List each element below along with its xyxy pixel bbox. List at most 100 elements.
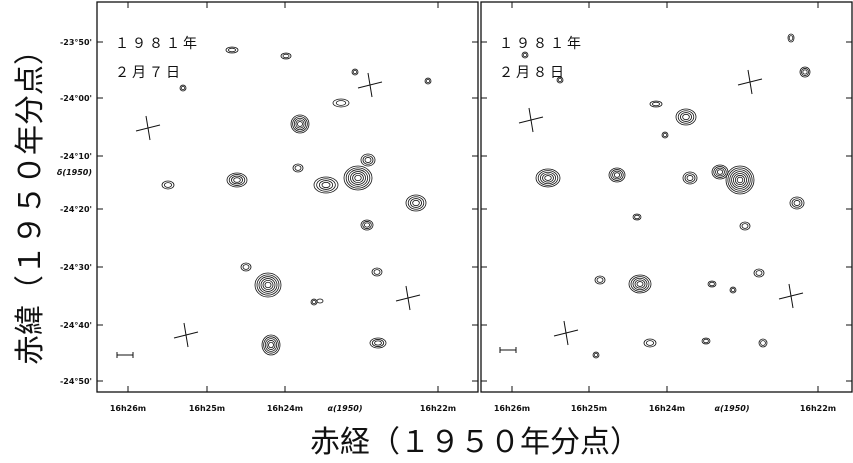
- contour: [646, 340, 655, 346]
- x-tick-label: 16h25m: [189, 404, 225, 413]
- contour: [318, 180, 334, 190]
- contour: [684, 173, 696, 183]
- contour: [352, 172, 364, 184]
- contour: [793, 200, 801, 206]
- contour: [407, 196, 425, 210]
- cross-mark: [563, 320, 569, 346]
- contour: [233, 177, 241, 183]
- contour: [727, 167, 753, 193]
- contour: [707, 280, 717, 288]
- contour: [753, 268, 765, 278]
- contour: [632, 213, 642, 221]
- contour: [755, 270, 763, 276]
- contour: [593, 352, 599, 358]
- contour: [652, 101, 661, 107]
- x-tick-label: α(1950): [327, 404, 362, 413]
- contour: [711, 164, 729, 180]
- panel-date: ２月８日: [499, 65, 567, 81]
- contour: [335, 100, 347, 106]
- contour: [290, 114, 310, 134]
- contour: [539, 171, 557, 185]
- contour: [682, 113, 690, 121]
- contour: [634, 214, 640, 220]
- contour: [347, 169, 369, 187]
- contour: [374, 340, 382, 346]
- contour: [351, 68, 359, 76]
- contour: [263, 336, 279, 354]
- x-tick-label: 16h26m: [110, 404, 146, 413]
- cross-mark: [405, 285, 411, 311]
- cross-mark: [747, 69, 753, 95]
- contour: [643, 338, 657, 348]
- contour: [225, 46, 239, 54]
- cross-mark: [183, 322, 189, 348]
- contour: [729, 169, 751, 191]
- contour: [180, 85, 186, 91]
- contour: [649, 100, 663, 108]
- contour: [261, 334, 281, 356]
- contour: [557, 77, 563, 83]
- contour: [791, 198, 803, 208]
- panel-date: ２月７日: [115, 65, 183, 81]
- contour: [262, 279, 274, 291]
- contour: [630, 276, 650, 292]
- contour: [264, 281, 272, 289]
- contour: [295, 119, 305, 129]
- contour: [613, 172, 621, 178]
- contour: [254, 272, 282, 298]
- contour: [713, 166, 727, 178]
- contour: [369, 337, 387, 349]
- contour: [332, 98, 350, 108]
- contour: [282, 53, 290, 59]
- contour: [789, 196, 805, 210]
- contour: [364, 222, 370, 228]
- contour: [612, 170, 622, 180]
- contour: [343, 165, 373, 191]
- contour: [316, 178, 336, 192]
- x-axis-label: 赤経（１９５０年分点）: [310, 425, 640, 460]
- contour: [424, 77, 432, 85]
- y-tick-label: -24°00': [60, 94, 92, 103]
- contour: [405, 194, 427, 212]
- contour: [682, 171, 698, 185]
- contour: [734, 174, 746, 186]
- contour: [352, 69, 358, 75]
- contour: [628, 274, 652, 294]
- y-tick-label: -24°30': [60, 263, 92, 272]
- contour: [345, 167, 371, 189]
- contour: [801, 68, 809, 76]
- contour: [264, 338, 278, 352]
- contour: [535, 168, 561, 188]
- contour: [163, 182, 172, 188]
- contour: [521, 51, 529, 59]
- contour: [242, 264, 250, 270]
- contour: [731, 171, 749, 189]
- contour: [231, 175, 243, 185]
- cross-mark: [367, 72, 373, 98]
- contour: [592, 351, 600, 359]
- contour: [634, 279, 646, 289]
- contour: [787, 33, 795, 43]
- contour: [293, 117, 307, 131]
- contour: [260, 278, 276, 292]
- contour: [266, 340, 276, 350]
- contour: [686, 175, 694, 181]
- contour: [701, 337, 711, 345]
- contour: [364, 157, 372, 163]
- y-tick-label: -23°50': [60, 38, 92, 47]
- x-tick-label: 16h22m: [800, 404, 836, 413]
- contour: [725, 165, 755, 195]
- panel-year: １９８１年: [115, 36, 200, 52]
- contour: [680, 112, 692, 122]
- contour: [544, 175, 552, 181]
- x-tick-label: 16h22m: [420, 404, 456, 413]
- contour: [788, 35, 794, 41]
- contour: [802, 69, 808, 75]
- contour: [360, 219, 374, 231]
- contour: [758, 338, 768, 348]
- contour: [292, 163, 304, 173]
- contour: [716, 169, 724, 175]
- y-tick-label: -24°50': [60, 377, 92, 386]
- contour: [297, 121, 303, 127]
- x-tick-label: 16h24m: [649, 404, 685, 413]
